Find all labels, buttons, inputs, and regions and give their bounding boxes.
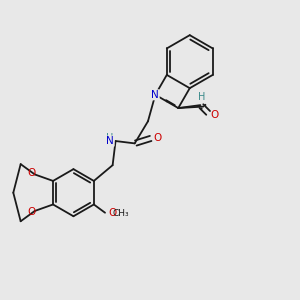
Text: O: O [210,110,219,120]
Text: H: H [106,133,113,142]
Text: H: H [198,92,206,102]
Text: N: N [152,90,159,100]
Text: O: O [153,133,161,142]
Text: O: O [27,207,35,217]
Text: O: O [109,208,117,218]
Text: CH₃: CH₃ [113,209,130,218]
Text: N: N [106,136,114,146]
Text: O: O [27,168,35,178]
